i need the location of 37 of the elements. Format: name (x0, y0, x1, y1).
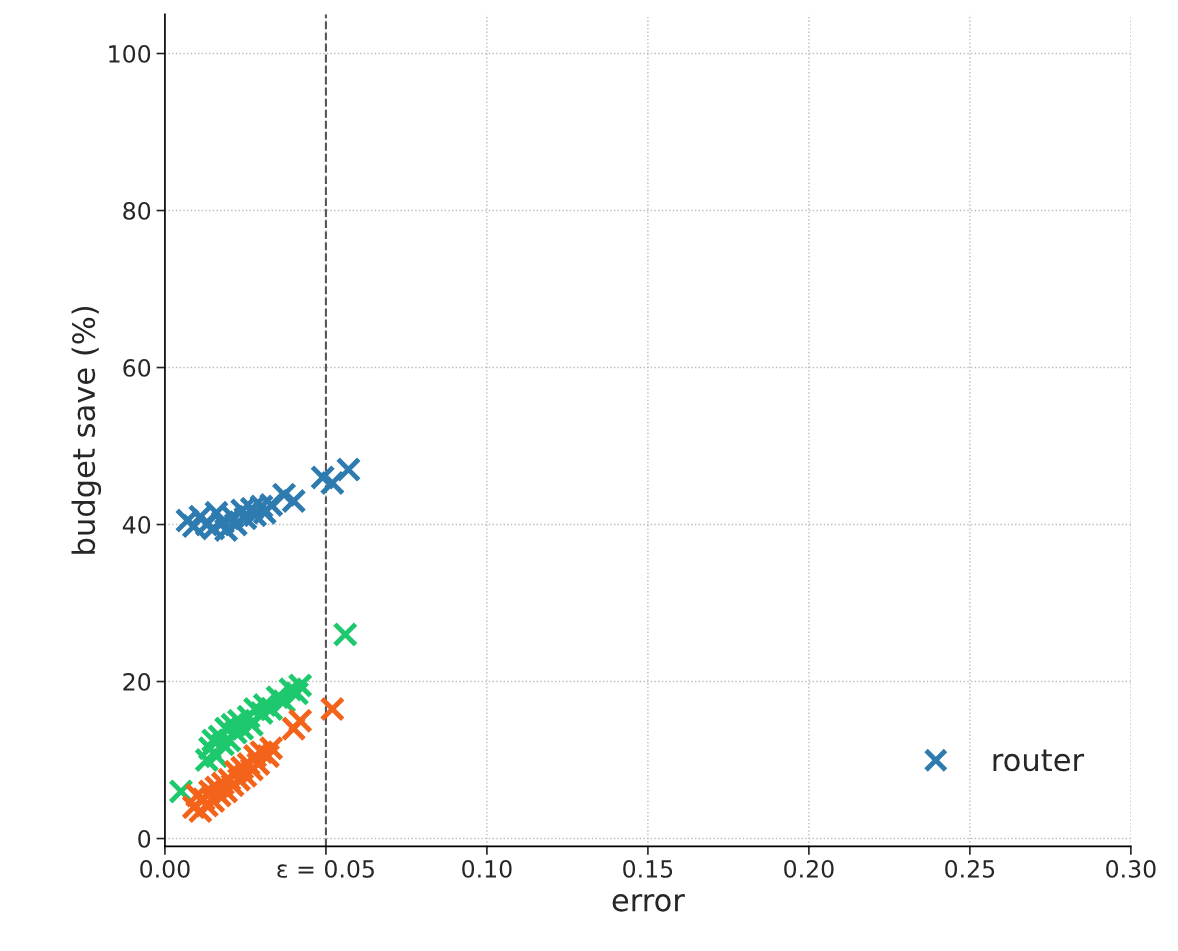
point (319, 470, 346, 496)
point (248, 739, 275, 765)
x-tick-label: 0.10 (462, 860, 512, 878)
point (235, 704, 262, 730)
point (248, 700, 275, 726)
point (255, 743, 281, 769)
x-tick-label: 0.00 (140, 860, 190, 878)
y-tick-label: 100 (109, 44, 151, 63)
x-tick-label: 0.30 (1106, 860, 1156, 878)
x-tick-label: 0.25 (945, 860, 995, 878)
x-tick-label: 0.20 (784, 860, 834, 878)
y-tick-label: 20 (123, 672, 151, 691)
point (197, 735, 223, 761)
x-tick-label: ε = 0.05 (277, 860, 374, 878)
y-tick-label: 40 (122, 515, 151, 534)
y-tick-label: 80 (123, 201, 151, 220)
x-tick-label: 0.15 (623, 860, 673, 878)
point (210, 731, 236, 758)
point (226, 708, 252, 734)
legend-label: router (993, 749, 1085, 772)
point (271, 481, 297, 508)
y-tick-label: 60 (123, 358, 151, 377)
point (258, 735, 284, 761)
point (280, 715, 307, 742)
y-tick-label: 0 (138, 829, 151, 848)
x-axis-title: error (612, 894, 685, 912)
point (309, 464, 336, 491)
point (287, 708, 313, 734)
point (242, 743, 268, 769)
point (187, 798, 214, 824)
point (335, 456, 362, 483)
point (319, 696, 346, 722)
point (287, 672, 313, 699)
point (194, 747, 220, 773)
y-axis-title: budget save (%) (71, 306, 102, 554)
point (332, 621, 358, 648)
point (277, 676, 304, 703)
